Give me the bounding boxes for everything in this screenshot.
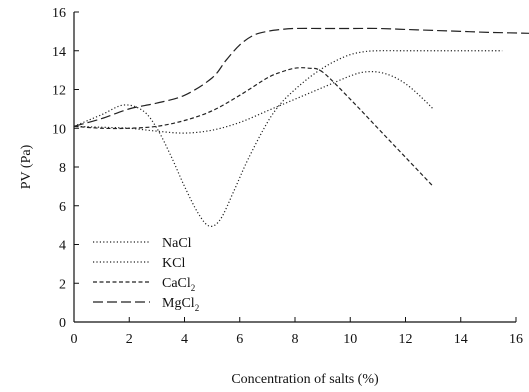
legend-label: KCl — [162, 256, 185, 271]
legend-label: CaCl2 — [162, 276, 195, 293]
ticks: 0 2 4 6 8 10 12 14 16 0 2 4 6 8 10 12 14 16 — [52, 6, 523, 347]
x-axis-label: Concentration of salts (%) — [231, 372, 379, 387]
legend-label: NaCl — [162, 236, 192, 251]
x-tick-label: 14 — [454, 332, 468, 347]
y-tick-label: 12 — [52, 84, 66, 99]
x-tick-label: 4 — [181, 332, 188, 347]
x-tick-label: 16 — [509, 332, 523, 347]
x-tick-label: 6 — [236, 332, 243, 347]
x-tick-label: 0 — [71, 332, 78, 347]
x-tick-label: 8 — [292, 332, 299, 347]
series-line-cacl2 — [73, 67, 434, 187]
y-tick-label: 10 — [52, 122, 66, 137]
y-tick-label: 4 — [59, 239, 66, 254]
y-axis-label: PV (Pa) — [19, 144, 34, 189]
series-line-nacl — [73, 50, 503, 227]
x-tick-label: 10 — [343, 332, 357, 347]
legend: NaCl KCl CaCl2 MgCl2 — [93, 236, 199, 313]
y-tick-label: 16 — [52, 6, 66, 21]
axes — [73, 12, 516, 323]
y-tick-label: 6 — [59, 200, 66, 215]
series-line-kcl — [73, 70, 434, 134]
x-tick-label: 12 — [399, 332, 413, 347]
y-tick-label: 2 — [59, 277, 66, 292]
series-lines — [73, 27, 529, 227]
y-tick-label: 0 — [59, 316, 66, 331]
y-tick-label: 8 — [59, 161, 66, 176]
y-tick-label: 14 — [52, 45, 66, 60]
x-tick-label: 2 — [126, 332, 133, 347]
legend-label: MgCl2 — [162, 296, 199, 313]
series-line-mgcl2 — [73, 27, 529, 127]
